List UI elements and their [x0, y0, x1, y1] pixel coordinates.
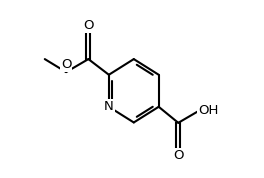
Text: O: O: [83, 19, 94, 32]
Text: N: N: [104, 100, 114, 113]
Text: O: O: [173, 149, 183, 162]
Text: OH: OH: [198, 104, 218, 117]
Text: O: O: [61, 57, 71, 71]
